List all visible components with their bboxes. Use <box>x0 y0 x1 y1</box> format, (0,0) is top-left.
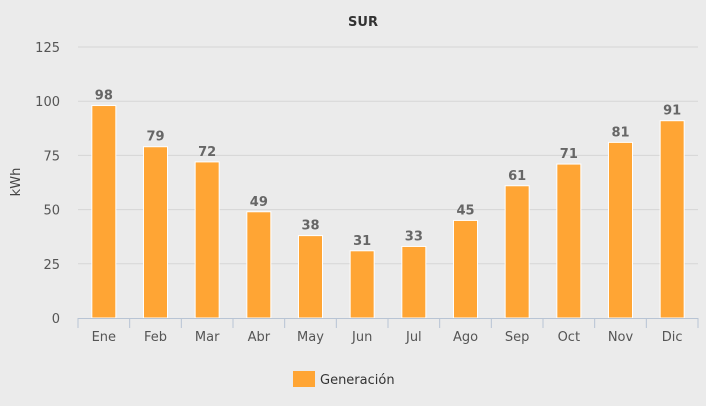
x-tick-label-dic: Dic <box>662 330 683 345</box>
x-tick-label-oct: Oct <box>558 330 580 345</box>
legend-label[interactable]: Generación <box>320 373 395 388</box>
bar-jul[interactable] <box>401 245 427 319</box>
data-label-sep: 61 <box>508 169 526 184</box>
x-tick-label-jul: Jul <box>405 330 422 345</box>
data-labels: 98 79 72 49 38 31 33 45 61 71 81 91 <box>95 89 681 249</box>
data-label-ago: 45 <box>456 203 474 218</box>
data-label-jun: 31 <box>353 234 371 249</box>
y-tick-label: 75 <box>43 149 60 164</box>
data-label-may: 38 <box>301 219 319 234</box>
x-tick-label-mar: Mar <box>195 330 220 345</box>
data-label-feb: 79 <box>146 130 164 145</box>
x-tick-label-feb: Feb <box>144 330 167 345</box>
chart-title: SUR <box>348 15 378 30</box>
bar-ago[interactable] <box>453 219 478 319</box>
bars <box>91 105 685 319</box>
data-label-abr: 49 <box>250 195 268 210</box>
y-tick-label: 25 <box>43 258 60 273</box>
x-tick-label-ago: Ago <box>453 330 478 345</box>
bar-nov[interactable] <box>608 141 633 319</box>
bar-jun[interactable] <box>349 250 375 319</box>
data-label-jul: 33 <box>405 229 423 244</box>
bar-dic[interactable] <box>659 120 685 319</box>
x-tick-label-may: May <box>297 330 324 345</box>
data-label-ene: 98 <box>95 89 113 104</box>
y-tick-label: 125 <box>35 41 60 56</box>
bar-may[interactable] <box>298 235 323 319</box>
x-tick-label-abr: Abr <box>248 330 271 345</box>
x-axis: Ene Feb Mar Abr May Jun Jul Ago Sep Oct Nov Dic <box>77 318 699 345</box>
bar-feb[interactable] <box>143 146 168 319</box>
legend[interactable]: Generación <box>293 371 395 388</box>
data-label-dic: 91 <box>663 104 681 119</box>
bar-sep[interactable] <box>504 185 530 319</box>
legend-swatch[interactable] <box>293 371 315 387</box>
x-tick-label-nov: Nov <box>608 330 634 345</box>
bar-abr[interactable] <box>246 211 272 319</box>
y-tick-label: 0 <box>52 312 60 327</box>
y-tick-label: 100 <box>35 95 60 110</box>
x-tick-label-ene: Ene <box>92 330 116 345</box>
x-tick-label-sep: Sep <box>505 330 530 345</box>
data-label-oct: 71 <box>560 147 578 162</box>
x-tick-label-jun: Jun <box>351 330 372 345</box>
gridlines <box>78 46 698 265</box>
bar-oct[interactable] <box>556 163 582 319</box>
y-axis-ticks: 0 25 50 75 100 125 <box>35 41 60 327</box>
data-label-mar: 72 <box>198 145 216 160</box>
bar-ene[interactable] <box>91 105 117 319</box>
y-axis-label: kWh <box>9 168 24 197</box>
data-label-nov: 81 <box>611 125 629 140</box>
bar-mar[interactable] <box>194 161 220 319</box>
y-tick-label: 50 <box>43 204 60 219</box>
